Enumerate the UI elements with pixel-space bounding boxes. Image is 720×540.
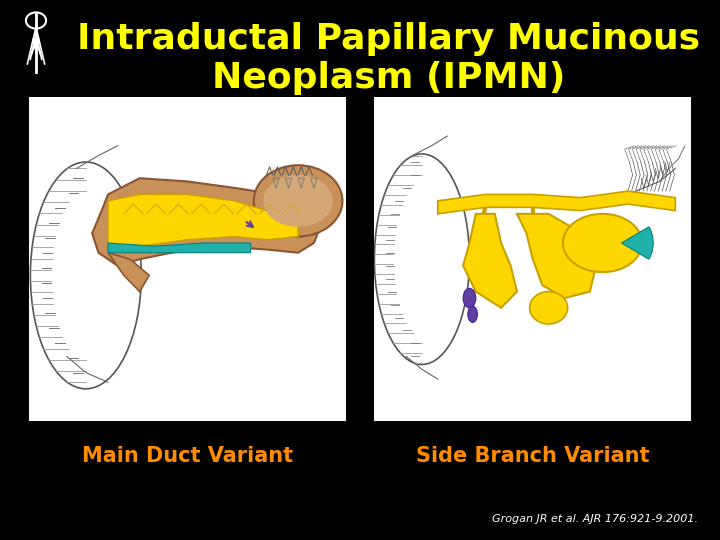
Ellipse shape [393,181,451,337]
FancyBboxPatch shape [374,97,691,421]
Polygon shape [438,191,675,214]
Polygon shape [463,214,517,308]
Polygon shape [517,214,596,298]
Ellipse shape [264,175,333,227]
Text: Grogan JR et al. AJR 176:921-9.2001.: Grogan JR et al. AJR 176:921-9.2001. [492,514,698,524]
Ellipse shape [253,165,343,237]
Polygon shape [108,243,251,253]
Polygon shape [108,194,298,246]
Polygon shape [282,211,289,230]
Text: Side Branch Variant: Side Branch Variant [416,446,649,467]
Text: Main Duct Variant: Main Duct Variant [81,446,293,467]
Ellipse shape [563,214,642,272]
Ellipse shape [463,288,476,308]
Wedge shape [621,227,653,259]
Ellipse shape [468,306,477,322]
Polygon shape [92,178,320,266]
Polygon shape [108,253,149,292]
Ellipse shape [530,292,567,324]
Ellipse shape [51,191,121,360]
FancyBboxPatch shape [29,97,346,421]
Text: Intraductal Papillary Mucinous
Neoplasm (IPMN): Intraductal Papillary Mucinous Neoplasm … [77,22,701,95]
